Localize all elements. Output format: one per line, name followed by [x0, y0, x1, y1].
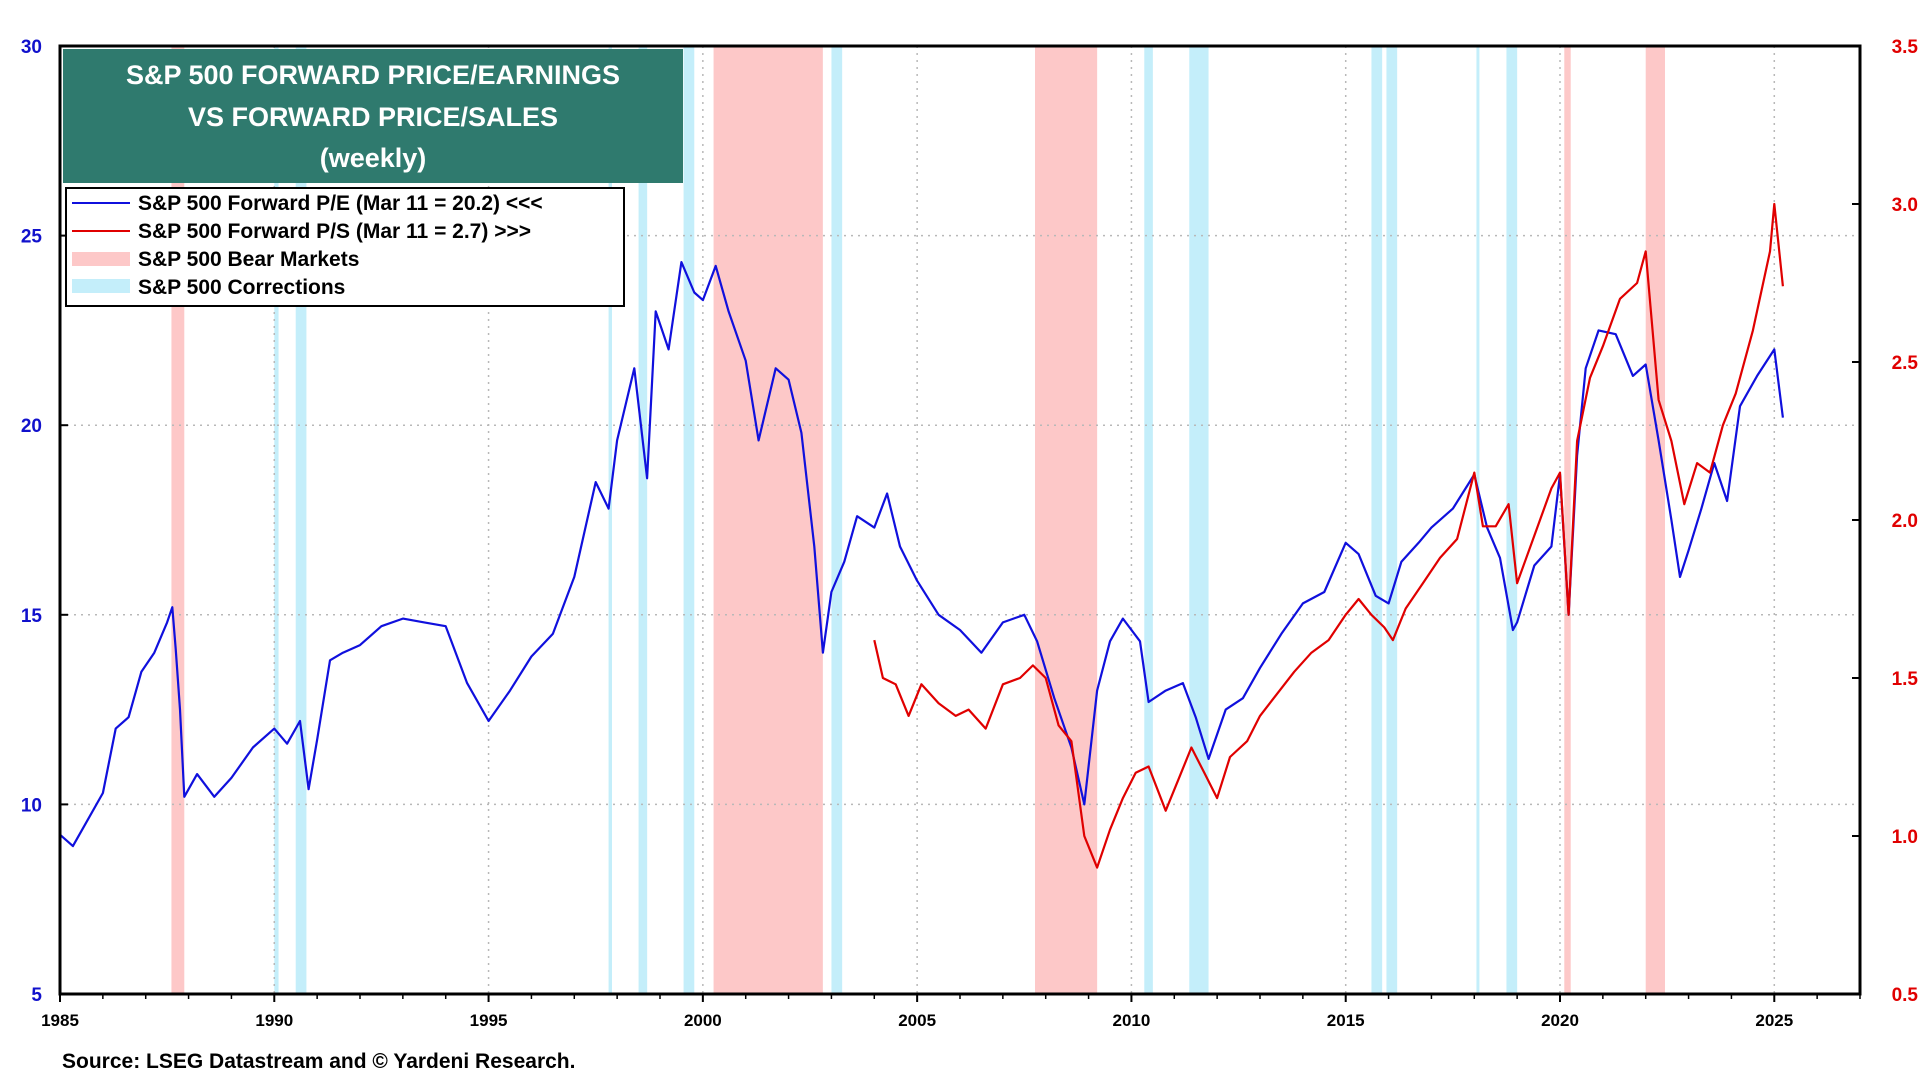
series-line-forward-pe: [59, 261, 1784, 848]
correction-band: [638, 46, 648, 994]
tick-label-left: 20: [21, 416, 42, 437]
tick-label-x: 2000: [684, 1011, 722, 1030]
tick-label-right: 2.5: [1892, 353, 1919, 374]
tick-label-right: 3.0: [1892, 195, 1918, 216]
tick-label-right: 1.5: [1892, 669, 1919, 690]
source-note: Source: LSEG Datastream and © Yardeni Re…: [62, 1050, 575, 1073]
tick-label-x: 2015: [1327, 1011, 1365, 1030]
correction-band: [1506, 46, 1518, 994]
bear-market-band: [1564, 46, 1571, 994]
correction-band: [1476, 46, 1480, 994]
tick-label-left: 25: [21, 227, 43, 248]
tick-label-left: 10: [21, 795, 42, 816]
tick-label-right: 2.0: [1892, 511, 1918, 532]
bear-market-band: [1035, 46, 1098, 994]
legend-swatch-bear: [72, 252, 130, 266]
tick-label-x: 2010: [1113, 1011, 1151, 1030]
correction-band: [1371, 46, 1383, 994]
correction-band: [295, 46, 307, 994]
correction-band: [1386, 46, 1398, 994]
tick-label-x: 1990: [255, 1011, 293, 1030]
bear-market-band: [1645, 46, 1665, 994]
bands-layer: [171, 46, 1665, 994]
tick-label-left: 30: [21, 37, 42, 58]
legend-label-corrections: S&P 500 Corrections: [138, 276, 345, 299]
title-box-group: S&P 500 FORWARD PRICE/EARNINGS VS FORWAR…: [63, 49, 683, 183]
bear-market-band: [713, 46, 823, 994]
grid-layer: [60, 46, 1860, 994]
legend-label-bear: S&P 500 Bear Markets: [138, 248, 359, 271]
title-box: [63, 49, 683, 183]
tick-label-x: 1985: [41, 1011, 79, 1030]
legend-label-ps: S&P 500 Forward P/S (Mar 11 = 2.7) >>>: [138, 220, 531, 243]
correction-band: [274, 46, 279, 994]
tick-label-right: 1.0: [1892, 827, 1918, 848]
correction-band: [608, 46, 612, 994]
tick-label-x: 2005: [898, 1011, 936, 1030]
legend-box: [65, 187, 625, 307]
correction-band: [1189, 46, 1209, 994]
tick-label-x: 2025: [1755, 1011, 1793, 1030]
legend-swatch-corrections: [72, 279, 130, 293]
correction-band: [831, 46, 843, 994]
title-line-2: VS FORWARD PRICE/SALES: [188, 102, 558, 132]
title-line-1: S&P 500 FORWARD PRICE/EARNINGS: [126, 60, 620, 90]
tick-label-right: 3.5: [1892, 37, 1919, 58]
series-layer: [59, 202, 1784, 869]
tick-label-right: 0.5: [1892, 985, 1919, 1006]
correction-band: [1144, 46, 1153, 994]
legend: S&P 500 Forward P/E (Mar 11 = 20.2) <<< …: [65, 187, 625, 307]
correction-band: [683, 46, 695, 994]
legend-label-pe: S&P 500 Forward P/E (Mar 11 = 20.2) <<<: [138, 192, 543, 215]
tick-label-x: 1995: [470, 1011, 508, 1030]
series-line-forward-ps: [873, 202, 1784, 869]
title-line-3: (weekly): [320, 143, 427, 173]
tick-label-left: 15: [21, 606, 43, 627]
tick-label-left: 5: [31, 985, 42, 1006]
tick-label-x: 2020: [1541, 1011, 1579, 1030]
